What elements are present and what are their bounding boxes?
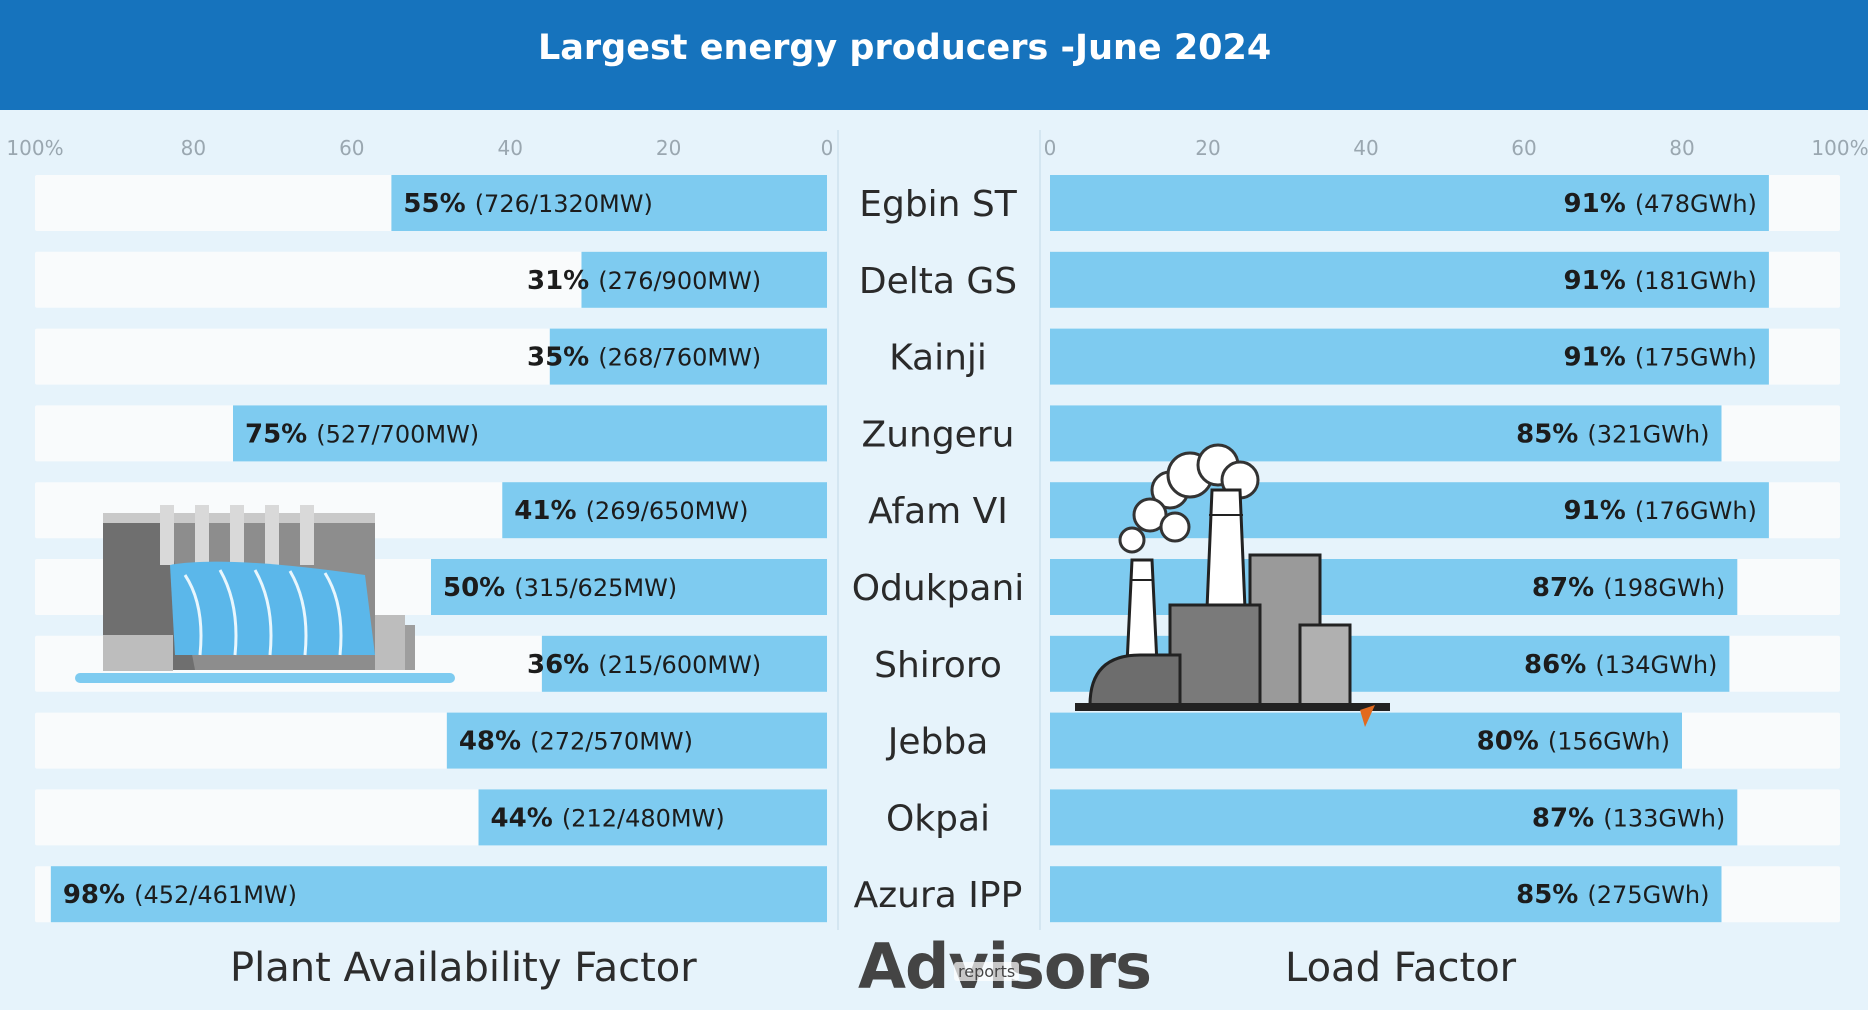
right-tick-label: 40 [1353, 136, 1378, 160]
left-value-label: 41% (269/650MW) [514, 496, 748, 526]
thermal-power-plant-icon [1075, 443, 1390, 727]
right-value-label: 91% (176GWh) [1564, 496, 1757, 526]
left-value-label: 48% (272/570MW) [459, 727, 693, 757]
left-axis-title: Plant Availability Factor [230, 945, 697, 991]
category-label: Jebba [886, 722, 989, 763]
left-bar [50, 866, 827, 923]
category-label: Egbin ST [859, 184, 1018, 225]
category-label: Odukpani [852, 568, 1025, 609]
right-value-label: 87% (133GWh) [1532, 803, 1725, 833]
left-tick-label: 20 [656, 136, 681, 160]
right-value-label: 91% (181GWh) [1564, 266, 1757, 296]
right-value-label: 91% (478GWh) [1564, 189, 1757, 219]
left-bar [478, 789, 827, 846]
left-tick-label: 100% [6, 136, 63, 160]
right-tick-label: 80 [1669, 136, 1694, 160]
right-tick-label: 0 [1044, 136, 1057, 160]
right-bar [1050, 866, 1722, 923]
category-label: Azura IPP [854, 875, 1023, 916]
left-tick-label: 80 [181, 136, 206, 160]
left-value-label: 75% (527/700MW) [245, 419, 479, 449]
right-tick-label: 60 [1511, 136, 1536, 160]
left-value-label: 44% (212/480MW) [491, 803, 725, 833]
right-bar [1050, 405, 1722, 462]
right-bar [1050, 559, 1738, 615]
page-title: Largest energy producers -June 2024 [538, 28, 1272, 68]
right-bar [1050, 789, 1738, 846]
left-tick-label: 40 [497, 136, 522, 160]
right-value-label: 87% (198GWh) [1532, 573, 1725, 603]
left-value-label: 36% (215/600MW) [527, 650, 761, 680]
left-value-label: 31% (276/900MW) [527, 266, 761, 296]
right-bar [1050, 175, 1769, 231]
left-bar [581, 251, 827, 308]
brand-subtitle: reports [954, 962, 1020, 981]
left-bar [502, 482, 827, 539]
category-label: Zungeru [862, 414, 1015, 455]
header-bar: Largest energy producers -June 2024 [0, 0, 1868, 110]
right-bar [1050, 251, 1769, 308]
left-bar [446, 712, 827, 769]
right-bar [1050, 328, 1769, 385]
right-tick-label: 100% [1811, 136, 1868, 160]
left-value-label: 98% (452/461MW) [63, 880, 297, 910]
right-axis-title: Load Factor [1285, 945, 1517, 991]
left-tick-label: 0 [821, 136, 834, 160]
right-value-label: 80% (156GWh) [1477, 727, 1670, 757]
category-label: Kainji [889, 338, 987, 379]
category-label: Okpai [886, 798, 990, 839]
right-tick-label: 20 [1195, 136, 1220, 160]
left-bar [541, 635, 827, 692]
left-bar [431, 559, 827, 615]
hydro-dam-icon [75, 505, 455, 683]
right-value-label: 91% (175GWh) [1564, 343, 1757, 373]
right-value-label: 85% (321GWh) [1516, 419, 1709, 449]
category-label: Afam VI [868, 491, 1008, 532]
category-label: Delta GS [859, 261, 1017, 302]
left-bar [233, 405, 827, 462]
right-value-label: 85% (275GWh) [1516, 880, 1709, 910]
left-bar [391, 175, 827, 231]
category-label: Shiroro [874, 645, 1002, 686]
left-value-label: 35% (268/760MW) [527, 343, 761, 373]
left-bar [549, 328, 827, 385]
left-tick-label: 60 [339, 136, 364, 160]
left-value-label: 50% (315/625MW) [443, 573, 677, 603]
left-value-label: 55% (726/1320MW) [403, 189, 652, 219]
right-value-label: 86% (134GWh) [1524, 650, 1717, 680]
